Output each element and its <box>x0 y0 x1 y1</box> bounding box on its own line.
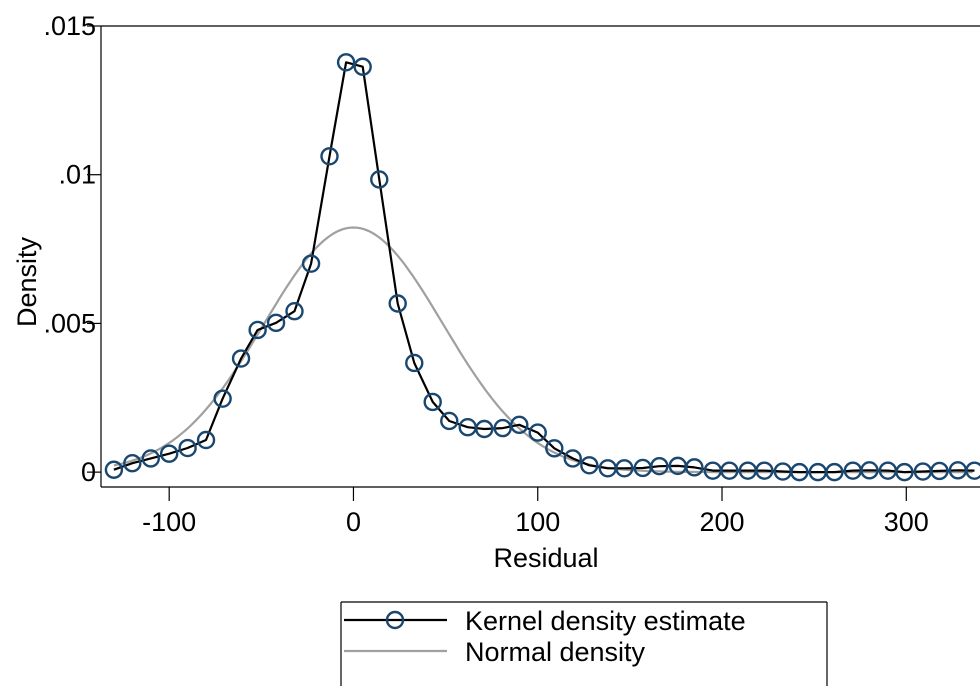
kernel-density-marker <box>475 419 494 439</box>
y-ticks: 0 .005 .01 .015 <box>43 11 101 487</box>
kernel-density-marker <box>266 313 286 333</box>
x-tick-label: 0 <box>346 507 361 537</box>
kernel-density-marker <box>104 460 124 479</box>
y-tick-label: .01 <box>58 160 96 190</box>
kernel-density-marker <box>141 449 160 468</box>
legend-kernel-swatch-marker <box>385 610 405 630</box>
legend-normal-label: Normal density <box>465 637 646 667</box>
x-tick-label: 300 <box>884 507 929 537</box>
series-layer <box>104 53 980 482</box>
kernel-density-marker <box>860 461 879 480</box>
y-tick-label: 0 <box>81 457 96 487</box>
kernel-density-marker <box>650 456 669 476</box>
kernel-density-marker <box>196 430 216 450</box>
legend-kernel-label: Kernel density estimate <box>465 606 746 636</box>
kernel-density-marker <box>755 461 774 480</box>
kernel-density-marker <box>545 439 564 458</box>
kernel-density-marker <box>895 462 914 482</box>
kernel-density-marker <box>285 302 304 321</box>
kernel-density-marker <box>231 349 251 368</box>
x-tick-label: 200 <box>699 507 744 537</box>
kernel-density-marker <box>388 294 407 313</box>
kernel-density-marker <box>580 456 599 475</box>
kernel-density-marker <box>790 462 809 482</box>
kernel-density-marker <box>178 438 197 458</box>
kernel-density-marker <box>370 170 389 189</box>
x-tick-label: -100 <box>142 507 196 537</box>
kernel-density-marker <box>563 449 582 468</box>
x-axis-title: Residual <box>493 543 598 573</box>
kernel-density-marker <box>528 423 547 442</box>
kernel-density-marker <box>159 444 179 463</box>
kernel-density-marker <box>405 353 424 373</box>
y-tick-label: .005 <box>43 308 96 338</box>
kernel-density-marker <box>336 53 356 72</box>
legend: Kernel density estimate Normal density <box>340 601 828 686</box>
kernel-density-marker <box>248 320 267 340</box>
kernel-density-marker <box>930 461 949 481</box>
x-ticks: -100 0 100 200 300 <box>142 487 929 537</box>
y-tick-label: .015 <box>43 11 96 41</box>
kernel-density-marker <box>123 454 142 473</box>
kernel-density-marker <box>510 415 529 435</box>
kernel-density-marker <box>720 461 739 480</box>
plot-area: 0 .005 .01 .015 -100 0 100 200 300 <box>43 11 980 537</box>
kernel-density-marker <box>685 458 704 477</box>
kernel-density-marker <box>423 392 442 412</box>
kernel-density-marker <box>320 147 339 166</box>
kernel-density-marker <box>825 462 844 482</box>
y-axis-title: Density <box>12 236 42 327</box>
x-tick-label: 100 <box>515 507 560 537</box>
kernel-density-line <box>113 61 975 474</box>
kernel-density-marker <box>965 461 980 480</box>
kernel-density-marker <box>213 389 232 408</box>
kernel-density-marker <box>301 254 321 273</box>
kernel-density-marker <box>615 459 634 478</box>
kernel-density-marker <box>353 57 372 76</box>
kernel-density-marker <box>440 411 459 431</box>
